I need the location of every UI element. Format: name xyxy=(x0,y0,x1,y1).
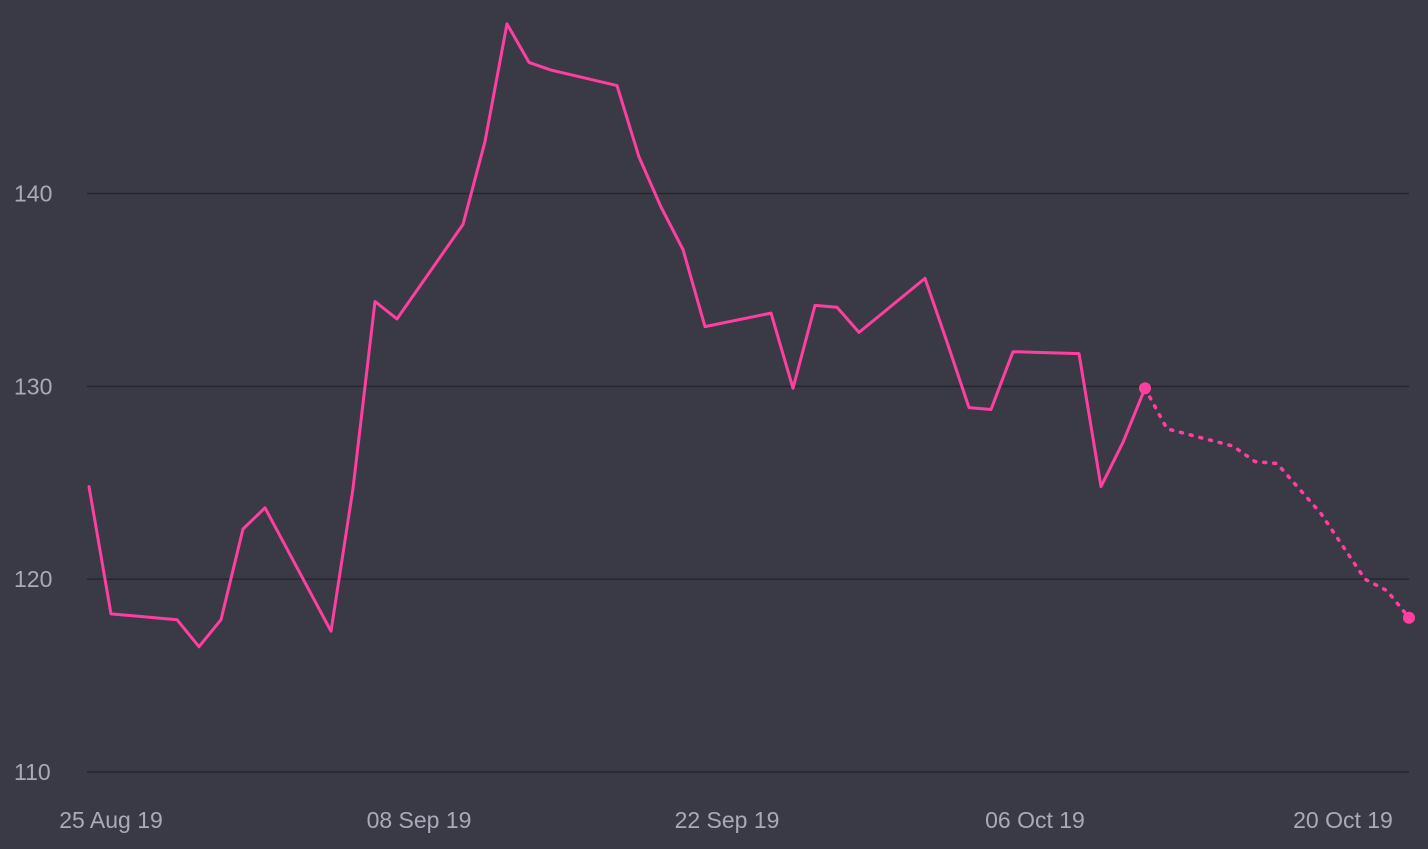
x-tick-label: 22 Sep 19 xyxy=(675,807,780,833)
x-tick-label: 20 Oct 19 xyxy=(1293,807,1393,833)
forecast-end-point xyxy=(1403,611,1415,624)
gridlines xyxy=(87,192,1409,773)
forecast-series-line xyxy=(1143,386,1411,620)
x-tick-label: 08 Sep 19 xyxy=(367,807,472,833)
forecast-start-point xyxy=(1139,382,1151,395)
y-tick-label: 140 xyxy=(14,181,52,207)
x-tick-label: 06 Oct 19 xyxy=(985,807,1085,833)
x-axis-ticks: 25 Aug 19 08 Sep 19 22 Sep 19 06 Oct 19 20 O… xyxy=(59,807,1393,833)
x-tick-label: 25 Aug 19 xyxy=(59,807,163,833)
y-tick-label: 130 xyxy=(14,373,52,399)
series-markers xyxy=(1139,382,1415,624)
y-axis-ticks: 110 120 130 140 xyxy=(14,181,52,785)
price-series-line xyxy=(87,22,1147,649)
y-tick-label: 110 xyxy=(14,759,51,785)
y-tick-label: 120 xyxy=(14,566,52,592)
series-lines xyxy=(87,22,1411,649)
